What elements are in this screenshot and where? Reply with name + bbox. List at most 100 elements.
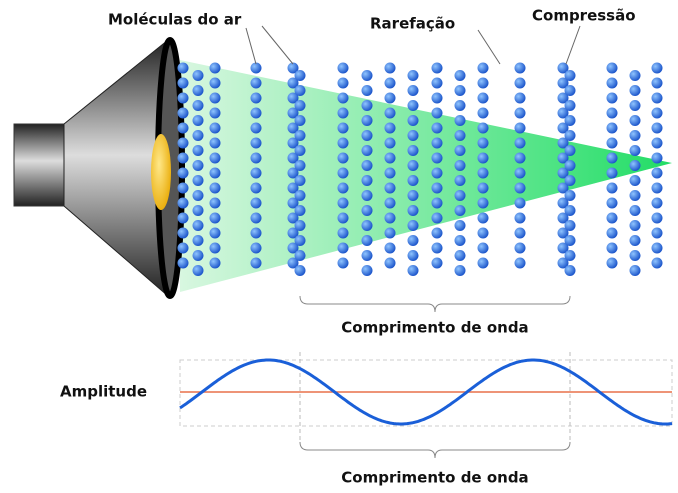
molecule [514,197,526,209]
molecule [384,212,396,224]
molecule [514,62,526,74]
molecule [294,85,306,96]
molecule [337,152,349,164]
molecule [384,62,396,74]
molecule [651,122,663,134]
molecule [287,152,299,164]
molecule [454,145,466,156]
molecule [407,160,419,171]
molecule [431,62,443,74]
leader [565,25,581,65]
molecule [250,182,262,194]
molecule [629,160,641,171]
molecule [337,137,349,149]
molecule [564,220,576,231]
molecule [651,137,663,149]
molecule [407,175,419,186]
molecule [384,107,396,119]
molecule [361,160,373,171]
molecule [651,62,663,74]
brace [299,441,571,459]
molecule [629,85,641,96]
molecule [477,212,489,224]
molecule [557,257,569,269]
molecule [384,77,396,89]
speaker-body [13,123,65,207]
molecule [287,62,299,74]
molecule [407,190,419,201]
wave-panel [179,352,673,440]
molecule [294,265,306,276]
molecule [477,227,489,239]
molecule [361,190,373,201]
molecule [250,152,262,164]
molecule [477,167,489,179]
molecule [287,167,299,179]
molecule [557,242,569,254]
molecule [514,152,526,164]
molecule [629,115,641,126]
molecule [294,115,306,126]
molecule [361,265,373,276]
molecule [250,167,262,179]
molecule [454,175,466,186]
molecule [477,77,489,89]
molecule [177,137,189,149]
molecule [177,122,189,134]
molecule [564,175,576,186]
speaker [13,37,185,299]
leaders [245,25,581,65]
molecule [294,190,306,201]
molecule [294,145,306,156]
molecule [557,137,569,149]
molecule [606,152,618,164]
molecule [192,70,204,81]
molecule [209,227,221,239]
molecule [651,152,663,164]
molecule [250,212,262,224]
molecule [361,85,373,96]
leader [261,25,294,65]
molecule [454,250,466,261]
molecule [477,257,489,269]
molecule [361,115,373,126]
molecule [629,190,641,201]
molecule [177,107,189,119]
molecule [384,257,396,269]
molecule [177,62,189,74]
molecule [431,167,443,179]
molecule [454,220,466,231]
molecule [337,182,349,194]
molecule [294,100,306,111]
molecule [606,107,618,119]
molecule [287,77,299,89]
molecule [557,62,569,74]
molecule [564,145,576,156]
molecule [177,242,189,254]
molecule [407,265,419,276]
molecule [606,77,618,89]
molecule [294,205,306,216]
molecule [337,92,349,104]
molecule [287,137,299,149]
molecule [337,227,349,239]
molecule [192,130,204,141]
label: Comprimento de onda [341,319,528,337]
molecule [629,100,641,111]
molecule [192,115,204,126]
molecule [514,107,526,119]
molecule [384,92,396,104]
molecule [407,115,419,126]
molecule [361,220,373,231]
molecule [477,92,489,104]
molecule [250,137,262,149]
molecule [454,190,466,201]
molecule [514,212,526,224]
molecule [384,182,396,194]
molecule [564,85,576,96]
molecule [192,85,204,96]
molecule [606,242,618,254]
molecule [629,70,641,81]
molecule [287,107,299,119]
molecule [629,205,641,216]
